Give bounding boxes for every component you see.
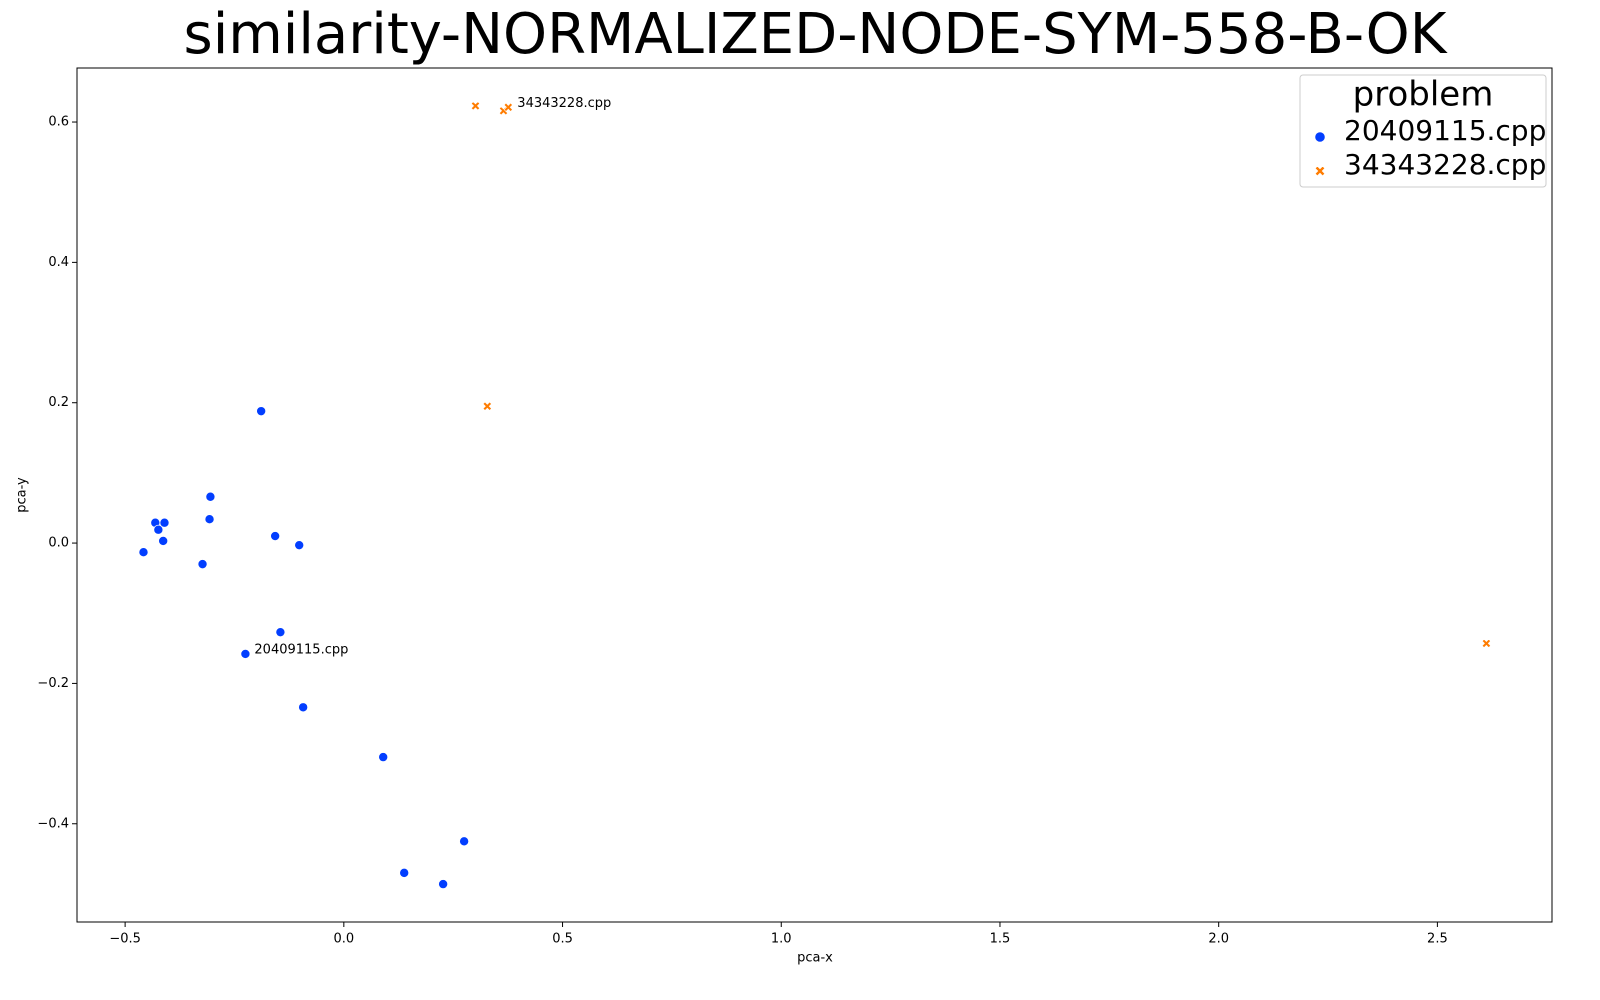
- point: [378, 752, 389, 763]
- point: [270, 531, 281, 542]
- x-tick-label: 0.5: [552, 932, 573, 947]
- legend-title: problem: [1353, 75, 1494, 115]
- plot-frame: [76, 67, 1553, 923]
- legend-label: 20409115.cpp: [1344, 114, 1546, 147]
- x-tick-label: −0.5: [109, 932, 141, 947]
- point: [294, 540, 305, 551]
- point: [256, 406, 267, 417]
- point: [159, 517, 170, 528]
- point: [470, 101, 481, 111]
- point: [459, 836, 470, 847]
- legend-marker: [1314, 165, 1326, 177]
- point: [399, 867, 410, 878]
- point: [138, 547, 149, 558]
- x-tick-label: 1.0: [771, 932, 792, 947]
- y-tick-label: 0.6: [48, 115, 69, 130]
- legend-marker: [1314, 131, 1326, 143]
- point: [1481, 638, 1492, 649]
- y-tick-label: −0.2: [37, 676, 69, 691]
- point: [153, 524, 164, 535]
- annotation: 34343228.cpp: [517, 96, 611, 111]
- point: [204, 514, 215, 525]
- y-tick-label: 0.0: [48, 536, 69, 551]
- x-tick-label: 2.0: [1208, 932, 1229, 947]
- point: [205, 491, 216, 502]
- y-axis-label: pca-y: [15, 477, 30, 513]
- legend-label: 34343228.cpp: [1344, 148, 1546, 181]
- legend-box: [1299, 74, 1547, 188]
- point: [240, 648, 251, 659]
- annotation: 20409115.cpp: [254, 642, 348, 657]
- point: [275, 627, 286, 638]
- point: [482, 401, 492, 411]
- point: [438, 879, 449, 890]
- point: [158, 535, 169, 546]
- y-tick-label: 0.2: [48, 395, 69, 410]
- y-tick-label: −0.4: [37, 816, 69, 831]
- x-axis-label: pca-x: [797, 951, 833, 966]
- point: [298, 702, 309, 713]
- x-tick-label: 0.0: [333, 932, 354, 947]
- point: [503, 102, 513, 112]
- y-tick-label: 0.4: [48, 255, 69, 270]
- point: [197, 559, 208, 570]
- x-tick-label: 1.5: [990, 932, 1011, 947]
- x-tick-label: 2.5: [1427, 932, 1448, 947]
- chart-title: similarity-NORMALIZED-NODE-SYM-558-B-OK: [184, 2, 1448, 67]
